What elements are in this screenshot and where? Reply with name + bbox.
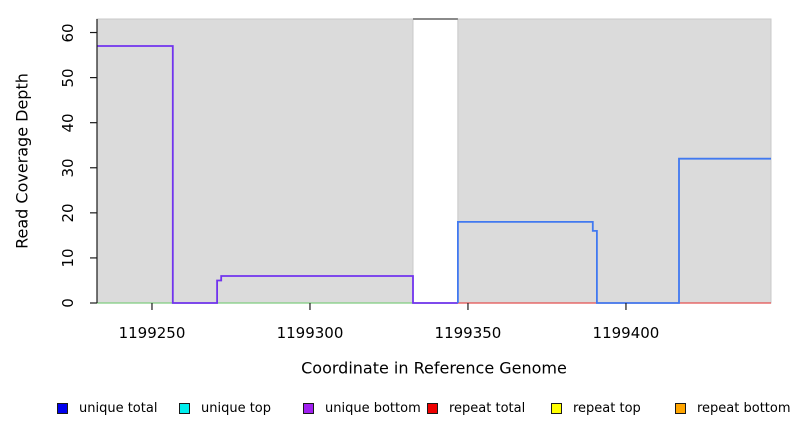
legend-label: repeat total bbox=[449, 400, 526, 416]
legend-swatch-icon bbox=[303, 402, 314, 414]
x-tick-label: 1199300 bbox=[276, 324, 344, 342]
plot-background-right bbox=[457, 18, 772, 304]
legend-swatch-icon bbox=[179, 402, 190, 414]
y-tick-label: 10 bbox=[59, 248, 77, 268]
y-tick-label: 40 bbox=[59, 113, 77, 133]
y-tick-label: 20 bbox=[59, 203, 77, 223]
legend-label: unique total bbox=[79, 400, 158, 416]
legend-swatch-icon bbox=[675, 402, 686, 414]
x-tick-label: 1199350 bbox=[434, 324, 502, 342]
legend: unique total unique top unique bottom repea… bbox=[0, 395, 792, 423]
legend-label: repeat bottom bbox=[697, 400, 791, 416]
y-tick-label: 30 bbox=[59, 158, 77, 178]
plot-background-left bbox=[96, 18, 414, 304]
y-tick-label: 0 bbox=[59, 298, 77, 308]
y-tick-label: 60 bbox=[59, 22, 77, 43]
legend-swatch-icon bbox=[57, 402, 68, 414]
legend-item-unique-bottom: unique bottom bbox=[303, 395, 421, 421]
legend-label: repeat top bbox=[573, 400, 641, 416]
series-line-3 bbox=[456, 157, 771, 304]
x-axis-title: Coordinate in Reference Genome bbox=[301, 358, 567, 378]
legend-item-repeat-bottom: repeat bottom bbox=[675, 395, 791, 421]
legend-swatch-icon bbox=[427, 402, 438, 414]
legend-swatch-icon bbox=[551, 402, 562, 414]
legend-item-unique-top: unique top bbox=[179, 395, 271, 421]
y-axis-title: Read Coverage Depth bbox=[12, 73, 32, 249]
series-line-2 bbox=[97, 45, 458, 304]
legend-label: unique bottom bbox=[325, 400, 421, 416]
legend-item-repeat-top: repeat top bbox=[551, 395, 641, 421]
x-tick-label: 1199400 bbox=[592, 324, 660, 342]
x-tick-label: 1199250 bbox=[118, 324, 186, 342]
legend-item-unique-total: unique total bbox=[57, 395, 157, 421]
legend-label: unique top bbox=[201, 400, 272, 416]
y-tick-label: 50 bbox=[59, 68, 77, 88]
legend-item-repeat-total: repeat total bbox=[427, 395, 525, 421]
